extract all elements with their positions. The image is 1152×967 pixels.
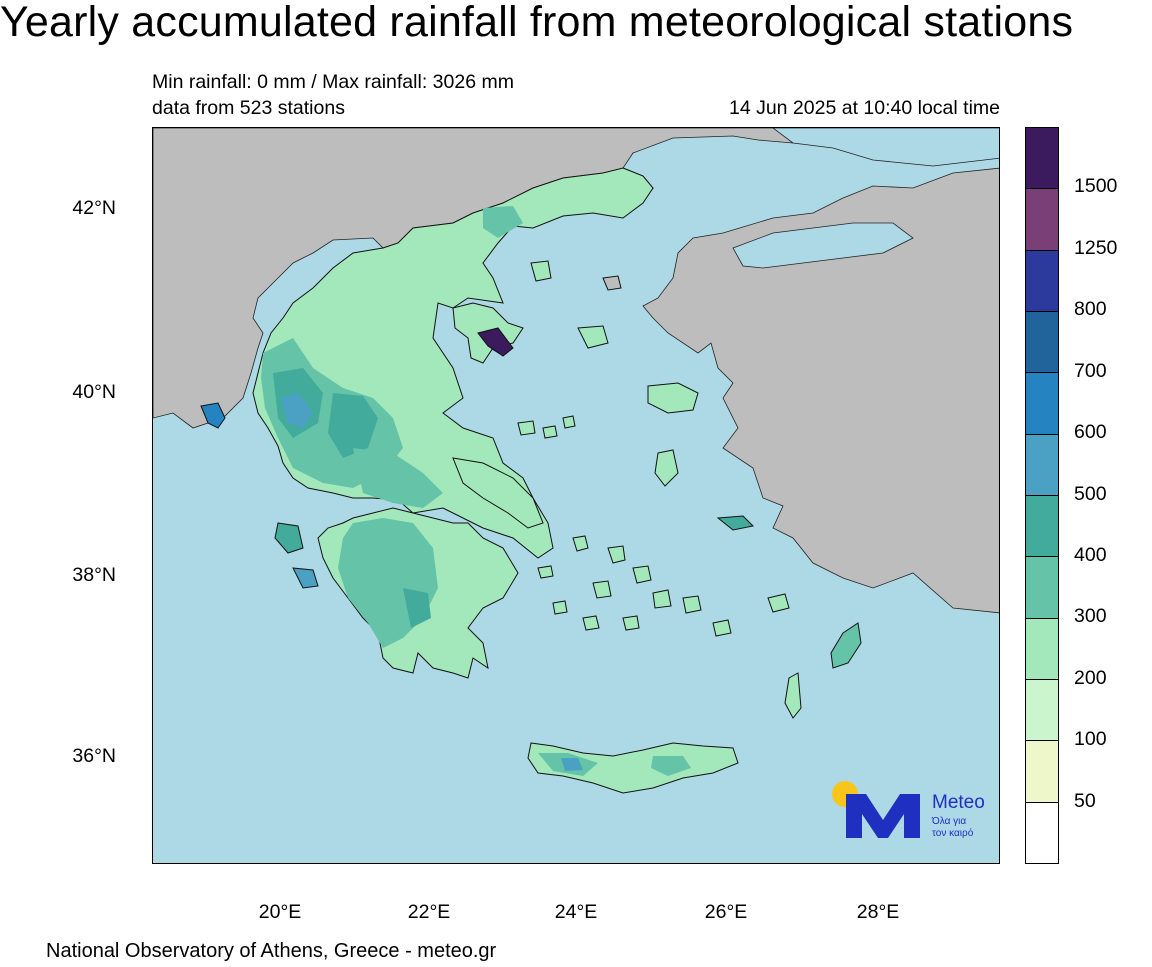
crete-west-rain-500: [561, 758, 583, 771]
logo-brand-text: Meteo: [932, 792, 985, 813]
colorbar-segment: [1026, 679, 1058, 742]
crete-east-rain: [651, 756, 691, 776]
thasos-island: [530, 260, 552, 282]
colorbar-label: 400: [1074, 543, 1107, 566]
colorbar-segment: [1026, 557, 1058, 619]
chart-title: Yearly accumulated rainfall from meteoro…: [0, 0, 1074, 46]
lon-label-24e: 24°E: [554, 901, 598, 923]
lat-label-36n: 36°N: [72, 745, 116, 767]
rain-300-north: [483, 206, 523, 238]
colorbar-segment: [1026, 434, 1058, 496]
colorbar-label: 200: [1074, 666, 1107, 689]
colorbar-segment: [1026, 373, 1058, 435]
rain-500-epirus: [281, 393, 313, 428]
samos-island: [716, 515, 755, 531]
rain-400-peloponnese: [403, 588, 431, 628]
lesvos-island: [647, 382, 699, 414]
colorbar-segment: [1026, 189, 1058, 251]
rhodes-island: [830, 622, 862, 669]
crete-island: [527, 742, 739, 794]
rainfall-range-text: Min rainfall: 0 mm / Max rainfall: 3026 …: [152, 71, 514, 93]
colorbar-label: 50: [1074, 789, 1096, 812]
colorbar-segment: [1026, 495, 1058, 558]
athos-heavy-rain: [477, 327, 514, 357]
evia-island: [452, 457, 544, 529]
marmara-sea: [732, 222, 914, 269]
sporades-islands: [517, 415, 576, 439]
colorbar-label: 1500: [1074, 175, 1118, 198]
kefalonia-island: [274, 522, 304, 554]
rainfall-map: [153, 128, 999, 794]
colorbar-label: 300: [1074, 605, 1107, 628]
logo-slogan-line1: Όλα για: [932, 816, 967, 827]
logo-slogan-line2: τον καιρό: [932, 828, 974, 839]
m-letter-icon: [846, 794, 920, 838]
timestamp-text: 14 Jun 2025 at 10:40 local time: [728, 97, 1000, 119]
samothrace-island: [602, 275, 622, 291]
rain-400-pindus: [328, 393, 378, 458]
zakynthos-island: [292, 567, 319, 589]
colorbar-label: 100: [1074, 728, 1107, 751]
colorbar-segment: [1026, 250, 1058, 312]
colorbar-label: 500: [1074, 482, 1107, 505]
colorbar-label: 1250: [1074, 236, 1118, 259]
colorbar-segment: [1026, 311, 1058, 374]
lon-label-28e: 28°E: [856, 901, 900, 923]
rainfall-colorbar: [1025, 127, 1059, 864]
lemnos-island: [577, 325, 609, 349]
black-sea: [772, 128, 999, 167]
rain-300-central: [353, 448, 443, 508]
station-count-text: data from 523 stations: [152, 97, 345, 119]
chios-island: [654, 449, 679, 487]
lat-label-40n: 40°N: [72, 381, 116, 403]
map-frame: [152, 127, 1000, 864]
colorbar-segment: [1026, 741, 1058, 803]
colorbar-segment: [1026, 128, 1058, 190]
lon-label-26e: 26°E: [704, 901, 748, 923]
lon-label-20e: 20°E: [258, 901, 302, 923]
turkey-land: [642, 167, 999, 614]
colorbar-label: 700: [1074, 359, 1107, 382]
meteo-logo-mark: [832, 781, 920, 838]
lat-label-42n: 42°N: [72, 197, 116, 219]
colorbar-segment: [1026, 618, 1058, 680]
corfu-island: [200, 402, 226, 429]
cyclades-islands: [537, 535, 802, 719]
footer-credit: National Observatory of Athens, Greece -…: [46, 940, 497, 962]
colorbar-label: 600: [1074, 421, 1107, 444]
lon-label-22e: 22°E: [407, 901, 451, 923]
lat-label-38n: 38°N: [72, 564, 116, 586]
colorbar-segment: [1026, 802, 1058, 863]
meteo-logo: Meteo Όλα για τον καιρό: [828, 778, 998, 842]
colorbar-label: 800: [1074, 298, 1107, 321]
